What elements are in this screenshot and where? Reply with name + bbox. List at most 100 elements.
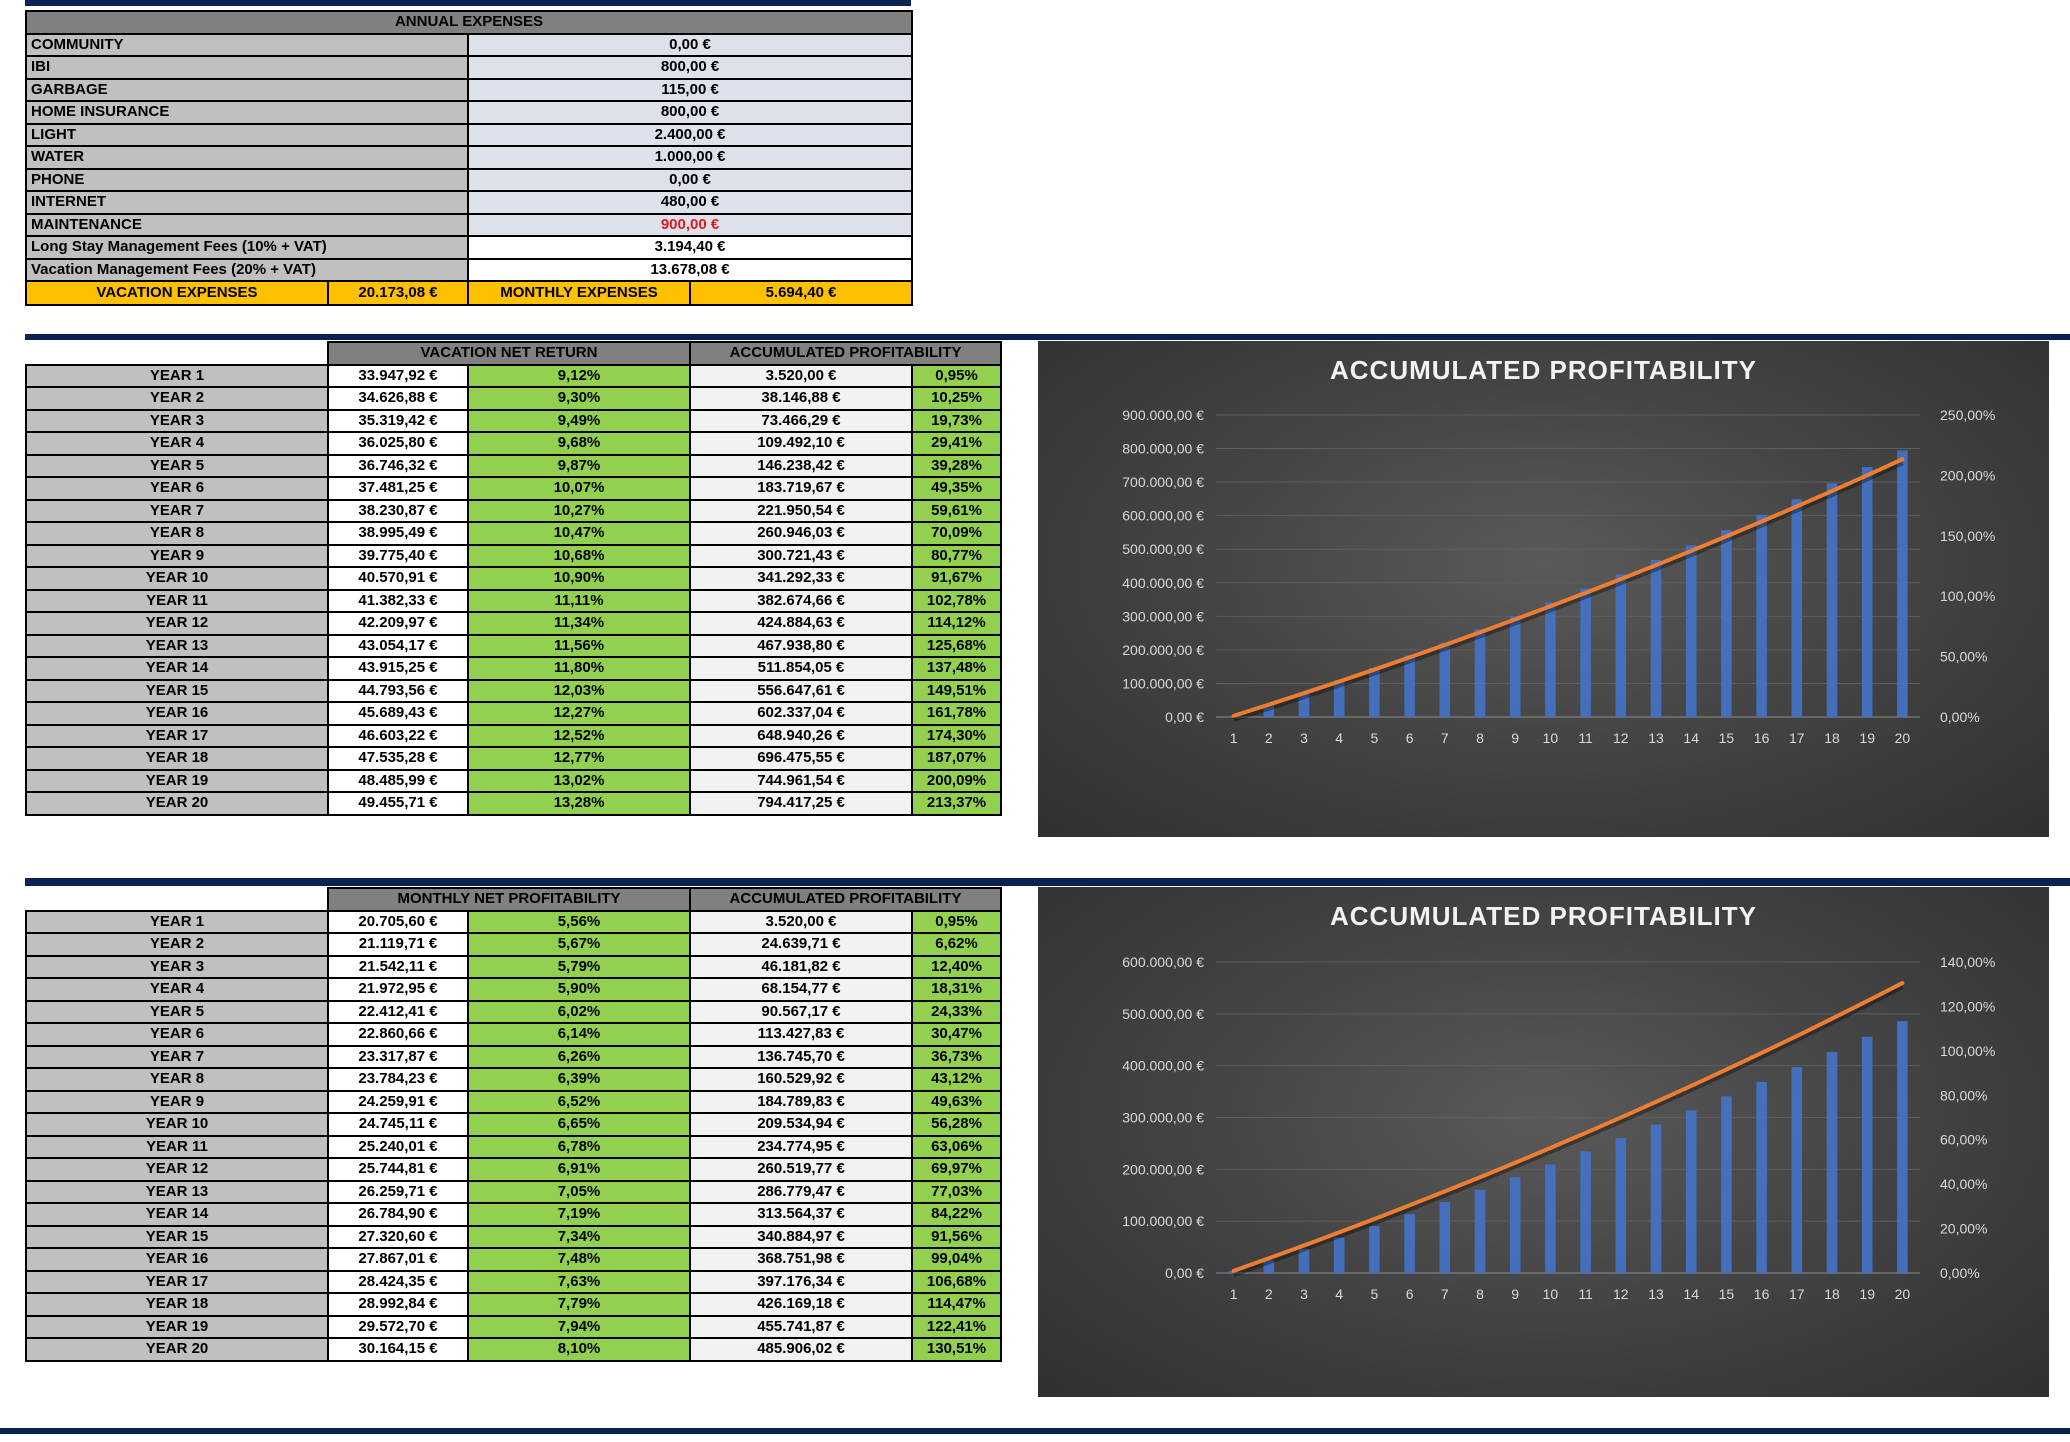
chart-svg: ACCUMULATED PROFITABILITY 0,00 € 100.000,0… xyxy=(1122,901,1995,1302)
year-label: YEAR 3 xyxy=(25,408,329,433)
monthly-profitability-table: MONTHLY NET PROFITABILITY ACCUMULATED PR… xyxy=(25,887,1003,1362)
year-label: YEAR 17 xyxy=(25,1269,329,1294)
bar[interactable] xyxy=(1439,642,1451,717)
bar[interactable] xyxy=(1685,545,1697,717)
accumulated-percent: 84,22% xyxy=(910,1202,1003,1227)
accumulated-profitability-chart-vacation[interactable]: ACCUMULATED PROFITABILITY 0,00 € 100.000,0… xyxy=(1038,341,2049,837)
accumulated-profitability-header: ACCUMULATED PROFITABILITY xyxy=(688,887,1003,912)
expense-label: HOME INSURANCE xyxy=(25,100,469,125)
y-right-tick-label: 40,00% xyxy=(1940,1176,1987,1192)
y-right-tick-label: 250,00% xyxy=(1940,407,1995,423)
bar[interactable] xyxy=(1298,1249,1310,1273)
expense-row: PHONE 0,00 € xyxy=(25,167,914,192)
bar[interactable] xyxy=(1721,1096,1732,1273)
bar[interactable] xyxy=(1685,1110,1697,1273)
expense-value: 480,00 € xyxy=(466,190,914,215)
bar[interactable] xyxy=(1791,499,1803,717)
header-spacer xyxy=(26,888,328,911)
expense-row: IBI 800,00 € xyxy=(25,55,914,80)
bar[interactable] xyxy=(1333,680,1345,717)
table-row: YEAR 8 38.995,49 €10,47% 260.946,03 €70,09… xyxy=(25,521,1003,546)
year-label: YEAR 11 xyxy=(25,1134,329,1159)
x-tick-label: 9 xyxy=(1511,730,1519,746)
bar[interactable] xyxy=(1580,588,1591,717)
bar[interactable] xyxy=(1474,629,1486,717)
bar[interactable] xyxy=(1650,1124,1662,1273)
bar[interactable] xyxy=(1615,574,1627,717)
bar[interactable] xyxy=(1756,514,1767,717)
net-return-amount: 21.119,71 € xyxy=(327,932,469,957)
table-row: YEAR 2 21.119,71 €5,67% 24.639,71 €6,62% xyxy=(25,932,1003,957)
net-return-amount: 21.972,95 € xyxy=(327,977,469,1002)
net-return-percent: 9,68% xyxy=(466,431,692,456)
bar[interactable] xyxy=(1756,1081,1767,1273)
bar[interactable] xyxy=(1509,1177,1521,1273)
bar[interactable] xyxy=(1263,704,1275,717)
table-row: YEAR 3 35.319,42 €9,49% 73.466,29 €19,73% xyxy=(25,408,1003,433)
bar[interactable] xyxy=(1791,1067,1803,1273)
bar[interactable] xyxy=(1298,692,1310,717)
accumulated-profitability-chart-monthly[interactable]: ACCUMULATED PROFITABILITY 0,00 € 100.000,0… xyxy=(1038,887,2049,1397)
table-row: YEAR 14 26.784,90 €7,19% 313.564,37 €84,22… xyxy=(25,1202,1003,1227)
bar[interactable] xyxy=(1545,602,1556,717)
year-label: YEAR 13 xyxy=(25,633,329,658)
x-tick-label: 10 xyxy=(1543,1286,1559,1302)
y-right-tick-label: 0,00% xyxy=(1940,1265,1980,1281)
fee-label: Vacation Management Fees (20% + VAT) xyxy=(25,257,469,282)
bar[interactable] xyxy=(1474,1189,1486,1273)
accumulated-amount: 424.884,63 € xyxy=(689,611,914,636)
bar[interactable] xyxy=(1580,1151,1591,1273)
expense-value: 0,00 € xyxy=(466,167,914,192)
bar[interactable] xyxy=(1897,1021,1908,1273)
bar[interactable] xyxy=(1721,530,1732,717)
year-label: YEAR 8 xyxy=(25,521,329,546)
bar[interactable] xyxy=(1404,655,1415,717)
net-return-amount: 40.570,91 € xyxy=(327,566,469,591)
net-return-percent: 7,79% xyxy=(467,1292,691,1317)
net-return-amount: 43.054,17 € xyxy=(327,633,469,658)
bar[interactable] xyxy=(1897,450,1908,717)
bar[interactable] xyxy=(1369,1226,1380,1273)
y-left-tick-label: 100.000,00 € xyxy=(1122,1213,1204,1229)
net-return-percent: 5,56% xyxy=(467,909,691,934)
bar[interactable] xyxy=(1615,1137,1627,1273)
series-line[interactable] xyxy=(1231,457,1905,718)
net-return-percent: 6,91% xyxy=(467,1157,691,1182)
y-right-tick-label: 50,00% xyxy=(1940,649,1987,665)
y-left-tick-label: 600.000,00 € xyxy=(1122,954,1204,970)
section-divider-1 xyxy=(25,334,2070,340)
net-return-amount: 45.689,43 € xyxy=(327,701,469,726)
bar[interactable] xyxy=(1333,1237,1345,1273)
x-tick-label: 13 xyxy=(1648,1286,1664,1302)
bar[interactable] xyxy=(1509,616,1521,717)
bar[interactable] xyxy=(1650,559,1662,717)
bar[interactable] xyxy=(1369,667,1380,717)
bar[interactable] xyxy=(1263,1260,1275,1273)
year-label: YEAR 18 xyxy=(25,746,329,771)
table-row: YEAR 16 27.867,01 €7,48% 368.751,98 €99,04… xyxy=(25,1247,1003,1272)
net-return-percent: 11,80% xyxy=(466,656,692,681)
bar[interactable] xyxy=(1826,483,1838,717)
accumulated-amount: 90.567,17 € xyxy=(689,999,913,1024)
bar[interactable] xyxy=(1861,467,1873,717)
bar[interactable] xyxy=(1439,1202,1451,1273)
bar[interactable] xyxy=(1404,1214,1415,1273)
bar[interactable] xyxy=(1826,1052,1838,1273)
net-return-amount: 35.319,42 € xyxy=(327,408,469,433)
accumulated-amount: 221.950,54 € xyxy=(689,498,914,523)
net-return-percent: 6,02% xyxy=(467,999,691,1024)
x-tick-label: 17 xyxy=(1789,1286,1805,1302)
year-label: YEAR 5 xyxy=(25,999,329,1024)
accumulated-percent: 122,41% xyxy=(910,1314,1003,1339)
net-return-percent: 12,52% xyxy=(466,723,692,748)
bar[interactable] xyxy=(1545,1164,1556,1273)
chart-title: ACCUMULATED PROFITABILITY xyxy=(1330,901,1757,931)
accumulated-percent: 59,61% xyxy=(911,498,1003,523)
chart-title: ACCUMULATED PROFITABILITY xyxy=(1330,355,1757,385)
header-spacer xyxy=(26,342,328,365)
y-right-tick-label: 100,00% xyxy=(1940,588,1995,604)
accumulated-amount: 183.719,67 € xyxy=(689,476,914,501)
table-row: YEAR 15 27.320,60 €7,34% 340.884,97 €91,56… xyxy=(25,1224,1003,1249)
series-line[interactable] xyxy=(1231,981,1905,1273)
bar[interactable] xyxy=(1861,1036,1873,1273)
